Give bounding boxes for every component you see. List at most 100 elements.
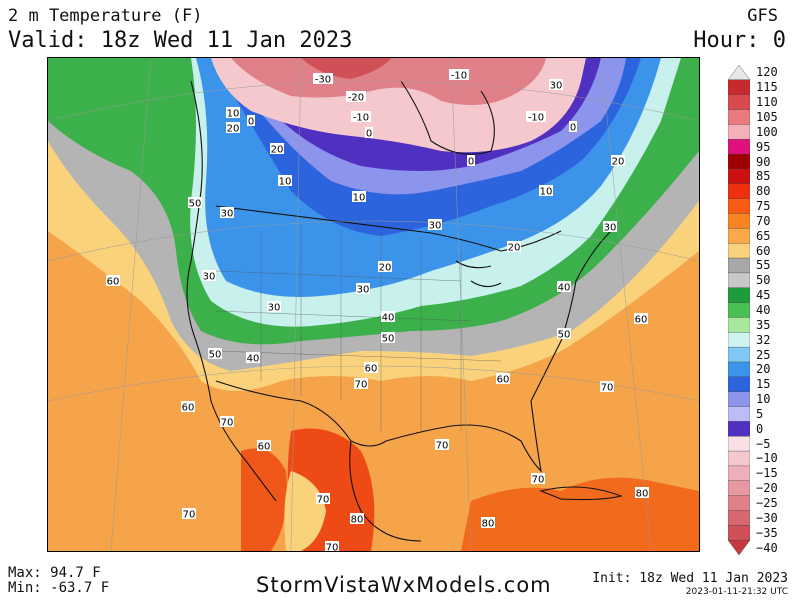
colorbar-swatch (727, 64, 751, 81)
field-cool-sierra (284, 471, 326, 551)
colorbar-label: 15 (756, 377, 771, 392)
temperature-map[interactable]: -30 -10 30 -20 10 -10 -10 20 0 0 0 20 0 20 10 10 50 10 30 3… (47, 57, 700, 552)
colorbar-swatch (727, 287, 751, 304)
colorbar-label: −15 (756, 466, 778, 481)
contour-label: 50 (188, 197, 202, 210)
colorbar-label: 110 (756, 95, 778, 110)
min-value: Min: -63.7 F (8, 580, 110, 596)
contour-label-text: 30 (429, 221, 442, 232)
contour-label: 60 (496, 373, 510, 386)
contour-label: -10 (351, 111, 371, 124)
contour-label-text: -10 (451, 71, 467, 82)
contour-label-text: 10 (279, 177, 292, 188)
contour-label: 50 (208, 348, 222, 361)
contour-label: -30 (313, 73, 333, 86)
contour-label-text: 30 (357, 285, 370, 296)
colorbar-label: 40 (756, 303, 771, 317)
contour-label: 40 (381, 311, 395, 324)
cuba-island (539, 486, 623, 501)
contour-label: 70 (435, 439, 449, 452)
contour-label: 60 (106, 275, 120, 288)
contour-label: 20 (226, 122, 240, 135)
contour-label-text: 20 (508, 243, 521, 254)
colorbar-swatch (727, 139, 751, 155)
contour-label-text: 30 (550, 81, 563, 92)
min-max-readout: Max: 94.7 F Min: -63.7 F (8, 566, 109, 596)
colorbar-label: 85 (756, 169, 771, 184)
contour-label-text: 70 (532, 475, 545, 486)
field-hot-west-mexico (241, 448, 287, 551)
init-time: Init: 18z Wed 11 Jan 2023 (592, 571, 788, 586)
colorbar-swatch (727, 525, 751, 541)
field-cold-core (301, 58, 391, 79)
contour-label-text: 20 (379, 263, 392, 274)
contour-label-text: 60 (365, 364, 378, 375)
great-lakes (455, 260, 502, 288)
colorbar-swatch (727, 332, 751, 348)
contour-label: 40 (246, 352, 260, 365)
colorbar-swatch (727, 510, 751, 527)
gulf-coastline (385, 230, 612, 473)
colorbar-label: 120 (756, 65, 778, 80)
contour-label-text: 60 (258, 442, 271, 453)
colorbar-label: −25 (756, 496, 778, 511)
max-value: Max: 94.7 F (8, 565, 101, 581)
colorbar-label: −10 (756, 451, 778, 466)
contour-label: 70 (316, 493, 330, 506)
west-coastline (186, 80, 277, 502)
contour-label-text: -30 (315, 75, 331, 86)
mexico-coastline (349, 440, 422, 542)
colorbar-swatch (727, 421, 751, 437)
colorbar-label: 115 (756, 80, 778, 95)
contour-label-text: 80 (482, 519, 495, 530)
colorbar-label: 20 (756, 362, 771, 377)
contour-label: 30 (428, 219, 442, 232)
contour-label: 20 (611, 155, 625, 168)
model-name: GFS (747, 6, 778, 26)
colorbar-label: 90 (756, 154, 771, 169)
contour-label: 30 (356, 283, 370, 296)
contour-label-text: 20 (271, 145, 284, 156)
colorbar-label: 75 (756, 199, 771, 214)
colorbar-label: 32 (756, 332, 771, 347)
colorbar-label: 95 (756, 139, 771, 154)
colorbar-label: 5 (756, 406, 764, 421)
colorbar-swatch (727, 124, 751, 140)
contour-label: 10 (226, 107, 240, 120)
contour-label-text: 40 (558, 283, 571, 294)
colorbar-label: −35 (756, 525, 778, 540)
contour-label: 20 (270, 143, 284, 156)
contour-label-text: 70 (183, 510, 196, 521)
website-link[interactable]: StormVistaWxModels.com (256, 573, 552, 597)
contour-label-text: 60 (107, 277, 120, 288)
contour-label-text: 30 (268, 303, 281, 314)
colorbar-label: 50 (756, 273, 771, 288)
contour-label: -10 (526, 111, 546, 124)
contour-label: 30 (603, 221, 617, 234)
contour-label-text: 0 (570, 123, 576, 134)
contour-label-layer: -30 -10 30 -20 10 -10 -10 20 0 0 0 20 0 20 10 10 50 10 30 3… (106, 69, 649, 551)
colorbar-swatch (727, 495, 751, 512)
contour-label-text: 60 (182, 403, 195, 414)
colorbar-label: −40 (756, 540, 778, 555)
colorbar-label: −30 (756, 510, 778, 525)
colorbar-swatch (727, 480, 751, 497)
contour-label-text: 0 (248, 117, 254, 128)
forecast-hour: Hour: 0 (693, 28, 786, 53)
contour-label-text: -10 (528, 113, 544, 124)
colorbar-swatch (727, 539, 751, 556)
colorbar-swatch (727, 436, 751, 452)
colorbar-swatch (727, 272, 751, 289)
colorbar-swatch (727, 257, 751, 274)
us-mexico-border (215, 380, 387, 447)
contour-label-text: 30 (604, 223, 617, 234)
colorbar (727, 64, 751, 556)
valid-time: Valid: 18z Wed 11 Jan 2023 (8, 28, 353, 53)
contour-label: 30 (267, 301, 281, 314)
contour-label: 50 (381, 332, 395, 345)
contour-label-text: -20 (348, 93, 364, 104)
colorbar-label: 105 (756, 109, 778, 124)
contour-label: 70 (531, 473, 545, 486)
contour-label: 60 (364, 362, 378, 375)
boundaries (186, 80, 623, 542)
